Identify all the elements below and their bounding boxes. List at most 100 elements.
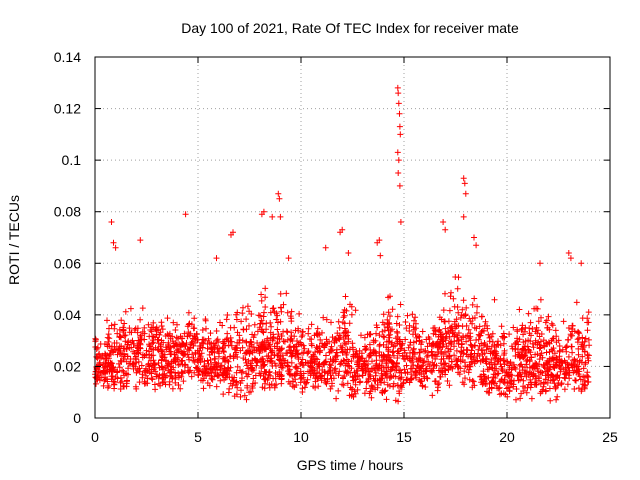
data-point (403, 325, 410, 332)
data-point (406, 328, 413, 334)
data-point (301, 345, 308, 352)
data-point (297, 379, 304, 386)
data-point (213, 383, 220, 390)
data-point (423, 353, 430, 360)
data-point (404, 312, 411, 319)
data-point (111, 325, 118, 332)
data-point (295, 325, 302, 332)
data-point (398, 345, 405, 352)
data-point (446, 355, 453, 362)
data-point (486, 338, 493, 345)
data-point (538, 314, 544, 321)
data-point (494, 341, 501, 348)
data-point (315, 361, 322, 368)
data-point (263, 320, 270, 327)
data-point (314, 325, 321, 332)
data-point (354, 386, 361, 393)
data-point (345, 370, 352, 376)
data-point (347, 384, 354, 391)
data-point (314, 356, 321, 363)
data-point (300, 374, 307, 381)
data-point (190, 342, 197, 349)
data-point (123, 383, 130, 390)
data-point (387, 327, 394, 334)
data-point (146, 354, 153, 361)
data-point (574, 329, 581, 336)
data-point (359, 367, 366, 374)
data-point (230, 377, 236, 384)
data-point (390, 352, 397, 359)
data-point (526, 347, 533, 354)
data-point (322, 244, 329, 251)
data-point (406, 379, 413, 386)
x-tick-label: 25 (602, 429, 618, 445)
data-point (413, 334, 420, 341)
data-point (201, 363, 208, 370)
data-point (303, 380, 309, 387)
data-point (236, 336, 243, 343)
data-point (508, 343, 515, 350)
data-point (389, 359, 396, 366)
data-point (121, 332, 128, 339)
data-point (439, 344, 446, 351)
data-point (440, 307, 447, 314)
data-point (366, 390, 373, 397)
data-point (440, 219, 447, 225)
data-point (359, 355, 366, 362)
data-point (385, 348, 392, 355)
data-point (237, 367, 243, 374)
data-point (560, 318, 567, 325)
data-point (321, 375, 328, 382)
data-point (461, 180, 468, 187)
data-point (249, 331, 256, 338)
data-point (123, 358, 130, 365)
data-point (508, 366, 515, 373)
data-point (152, 344, 159, 351)
data-point (460, 333, 466, 339)
data-point (409, 359, 416, 365)
data-point (122, 338, 129, 345)
data-point (437, 373, 443, 380)
data-point (528, 395, 535, 402)
data-point (532, 328, 539, 335)
data-point (332, 365, 339, 372)
data-point (192, 350, 199, 357)
data-point (457, 314, 464, 321)
data-point (137, 316, 144, 323)
data-point (382, 372, 389, 379)
data-point (320, 314, 327, 321)
data-point (190, 354, 197, 361)
data-point (274, 326, 281, 333)
data-point (540, 337, 547, 344)
data-point (510, 324, 517, 331)
data-point (227, 353, 234, 360)
data-point (281, 360, 288, 367)
data-point (123, 346, 130, 352)
data-point (449, 330, 456, 337)
data-point (487, 350, 494, 357)
data-point (511, 364, 518, 371)
data-point (407, 357, 414, 364)
data-point (121, 320, 128, 327)
data-point (170, 319, 177, 326)
data-point (185, 354, 192, 361)
data-point (518, 361, 525, 368)
data-point (261, 385, 268, 392)
data-point (578, 260, 585, 267)
data-point (288, 347, 295, 354)
data-point (344, 380, 351, 387)
y-tick-label: 0.1 (62, 152, 82, 168)
data-point (223, 336, 230, 343)
data-point (463, 338, 470, 345)
data-point (451, 303, 458, 310)
data-point (429, 367, 436, 374)
y-tick-label: 0.02 (54, 358, 81, 374)
data-point (468, 359, 475, 366)
data-point (565, 364, 572, 371)
data-point (571, 386, 578, 392)
data-point (357, 378, 364, 385)
data-point (428, 348, 435, 355)
data-point (307, 372, 314, 379)
data-point (412, 314, 419, 321)
data-point (132, 325, 139, 332)
